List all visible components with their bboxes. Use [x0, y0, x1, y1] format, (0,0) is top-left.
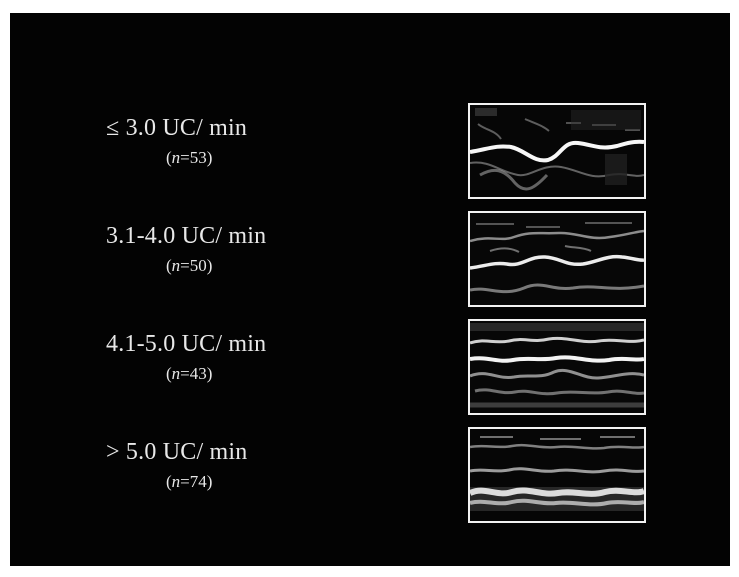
mmode-pattern — [470, 105, 644, 197]
row-label: > 5.0 UC/ min — [106, 439, 248, 465]
sample-size: (n=53) — [166, 148, 213, 167]
mmode-pattern — [470, 213, 644, 305]
row-3-4: 3.1-4.0 UC/ min (n=50) — [10, 211, 730, 317]
mmode-pattern — [470, 321, 644, 413]
row-label: 4.1-5.0 UC/ min — [106, 331, 267, 357]
mmode-image — [468, 103, 646, 199]
row-label: 3.1-4.0 UC/ min — [106, 223, 267, 249]
mmode-image — [468, 211, 646, 307]
mmode-pattern — [470, 429, 644, 521]
row-4-5: 4.1-5.0 UC/ min (n=43) — [10, 319, 730, 425]
row-gt-5: > 5.0 UC/ min (n=74) — [10, 427, 730, 533]
sample-size: (n=43) — [166, 364, 213, 383]
sample-size: (n=50) — [166, 256, 213, 275]
row-le-3: ≤ 3.0 UC/ min (n=53) — [10, 103, 730, 209]
black-figure-panel: ≤ 3.0 UC/ min (n=53) 3.1-4.0 U — [10, 13, 730, 566]
row-label: ≤ 3.0 UC/ min — [106, 115, 248, 141]
mmode-image — [468, 427, 646, 523]
mmode-image — [468, 319, 646, 415]
sample-size: (n=74) — [166, 472, 213, 491]
